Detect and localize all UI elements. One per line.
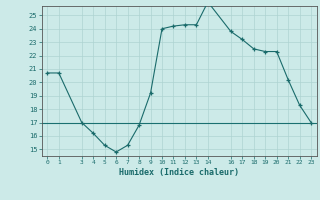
X-axis label: Humidex (Indice chaleur): Humidex (Indice chaleur) [119,168,239,177]
